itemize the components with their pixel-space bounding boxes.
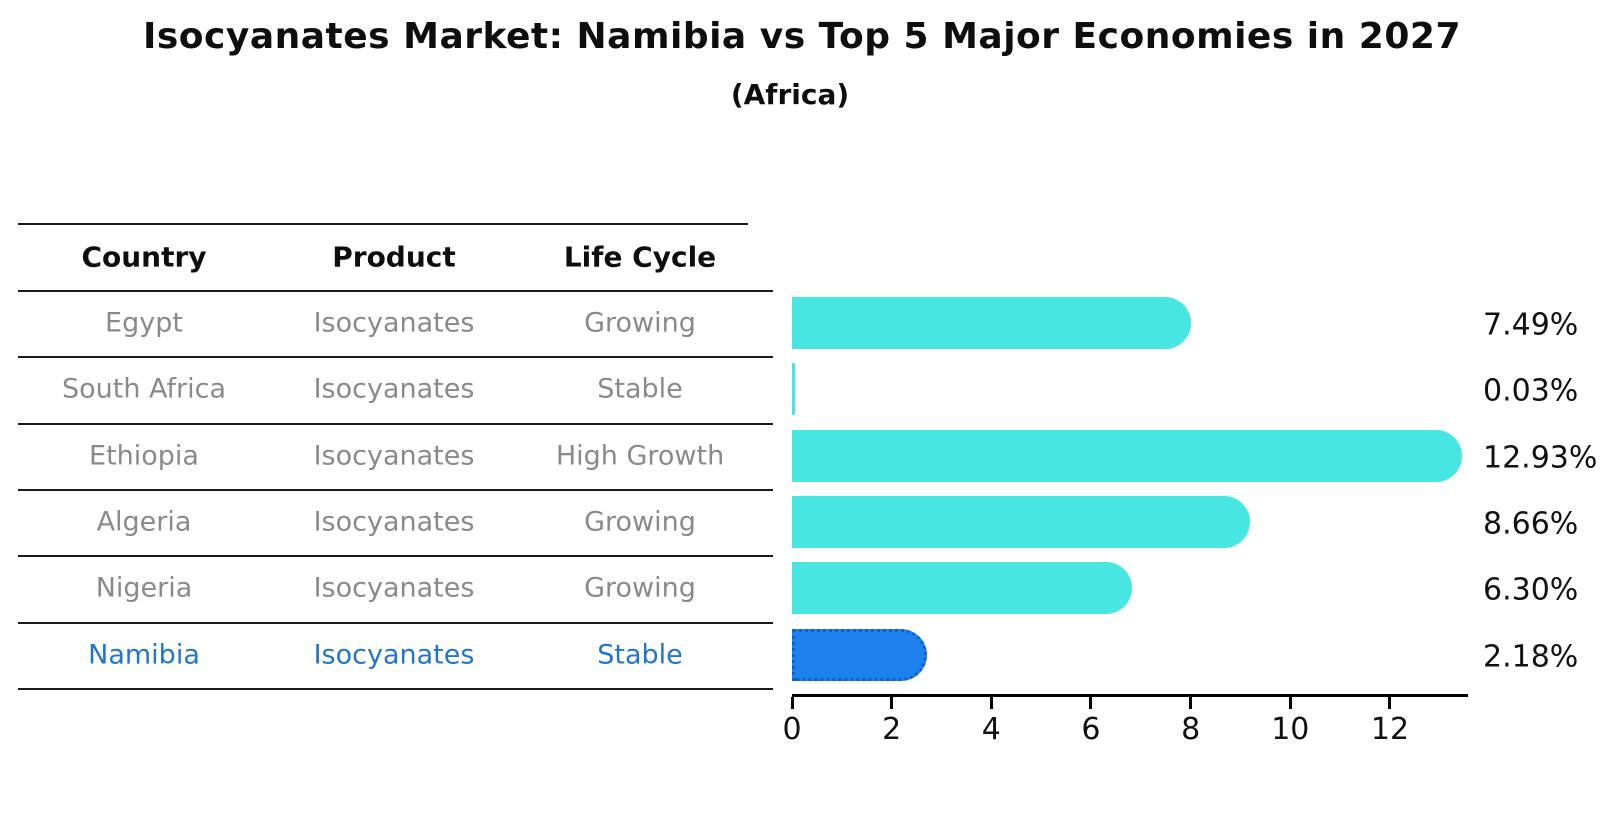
x-axis-tick (989, 697, 993, 709)
x-axis-tick (790, 697, 794, 709)
table-divider (18, 488, 773, 491)
table-cell-country: South Africa (61, 373, 227, 405)
x-axis-tick-label: 6 (1081, 712, 1101, 747)
x-axis-tick (1189, 697, 1193, 709)
x-axis-tick-label: 12 (1370, 712, 1410, 747)
x-axis-tick (890, 697, 894, 709)
x-axis-tick (1288, 697, 1292, 709)
table-cell-life_cycle: Growing (584, 307, 696, 339)
x-axis-tick-label: 10 (1271, 712, 1310, 747)
table-cell-life_cycle: High Growth (555, 440, 725, 472)
x-axis-tick-label: 2 (882, 712, 902, 747)
bar-algeria (792, 496, 1250, 549)
table-cell-country: Algeria (96, 506, 192, 538)
table-cell-country: Nigeria (95, 572, 193, 604)
chart-title: Isocyanates Market: Namibia vs Top 5 Maj… (142, 16, 1462, 57)
table-divider (18, 356, 773, 359)
table-divider (18, 555, 773, 558)
table-cell-life_cycle: Growing (584, 506, 696, 538)
table-cell-country: Namibia (88, 639, 200, 671)
table-divider (18, 687, 773, 690)
value-label: 12.93% (1483, 440, 1598, 476)
value-label: 2.18% (1483, 639, 1579, 675)
table-header-country: Country (81, 240, 207, 273)
value-label: 6.30% (1483, 572, 1579, 608)
table-cell-country: Egypt (105, 307, 183, 339)
x-axis-tick-label: 0 (782, 712, 802, 747)
table-cell-product: Isocyanates (313, 440, 475, 472)
table-cell-product: Isocyanates (313, 307, 475, 339)
value-label: 0.03% (1483, 373, 1579, 409)
table-divider (18, 290, 773, 292)
x-axis-tick (1089, 697, 1093, 709)
bar-egypt (792, 297, 1192, 350)
table-cell-product: Isocyanates (313, 639, 475, 671)
table-header-life-cycle: Life Cycle (563, 240, 717, 273)
x-axis-tick-label: 8 (1181, 712, 1201, 747)
table-cell-country: Ethiopia (89, 440, 199, 472)
chart-subtitle: (Africa) (730, 78, 850, 111)
x-axis-line (792, 694, 1468, 697)
value-label: 7.49% (1483, 307, 1579, 343)
bar-south-africa (792, 363, 795, 416)
table-header-product: Product (332, 240, 456, 273)
bar-namibia (792, 628, 927, 681)
bar-nigeria (792, 562, 1132, 615)
value-label: 8.66% (1483, 506, 1579, 542)
bar-ethiopia (792, 429, 1463, 482)
table-cell-product: Isocyanates (313, 373, 475, 405)
x-axis-tick-label: 4 (981, 712, 1001, 747)
table-cell-life_cycle: Stable (597, 373, 683, 405)
table-divider (18, 621, 773, 624)
table-cell-product: Isocyanates (313, 506, 475, 538)
table-divider (18, 223, 748, 225)
table-cell-product: Isocyanates (313, 572, 475, 604)
table-cell-life_cycle: Growing (584, 572, 696, 604)
table-cell-life_cycle: Stable (597, 639, 683, 671)
x-axis-tick (1388, 697, 1392, 709)
table-divider (18, 422, 773, 425)
